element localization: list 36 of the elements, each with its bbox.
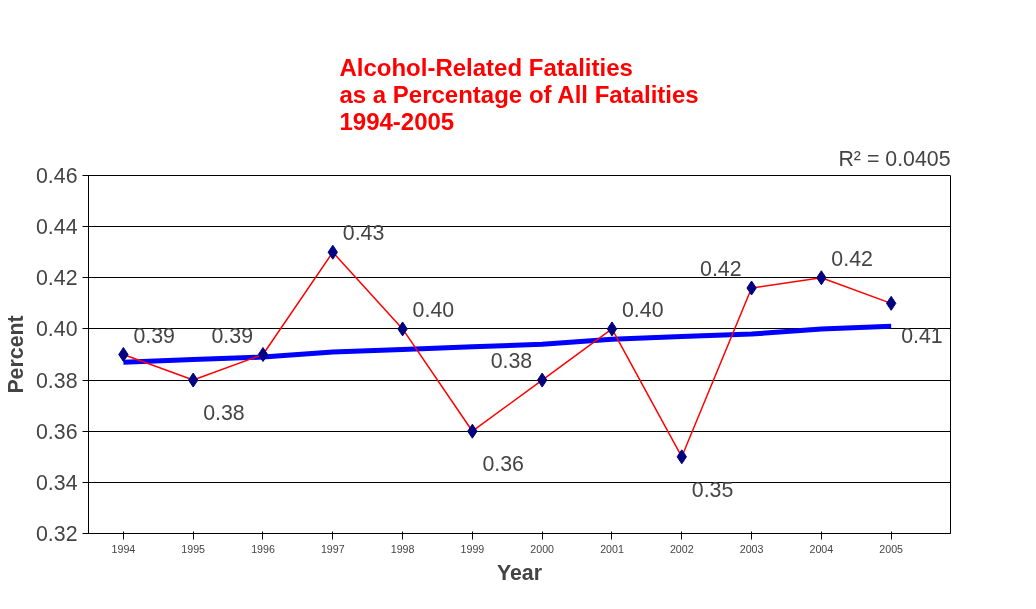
text: R² = 0.0405 <box>838 146 951 171</box>
data-label: 0.39 <box>211 323 253 348</box>
x-tick-label: 1995 <box>181 542 206 555</box>
data-label: 0.42 <box>700 257 742 282</box>
x-tick-label: 1994 <box>111 542 136 555</box>
y-tick-label: 0.32 <box>35 522 78 546</box>
x-tick-label: 2001 <box>600 542 624 555</box>
y-tick-label: 0.40 <box>35 317 78 342</box>
x-tick-label: 1998 <box>390 542 415 555</box>
data-label: 0.43 <box>342 221 385 246</box>
x-tick-label: 1997 <box>320 542 345 555</box>
data-label: 0.35 <box>691 477 734 502</box>
x-tick-label: 1999 <box>460 542 485 555</box>
y-tick-label: 0.46 <box>35 164 78 188</box>
y-tick-label: 0.38 <box>35 368 78 393</box>
x-tick-label: 2000 <box>530 542 555 555</box>
x-tick-label: 2004 <box>809 542 834 555</box>
data-label: 0.40 <box>621 297 664 322</box>
data-label: 0.39 <box>133 323 175 348</box>
x-tick-label: 2003 <box>739 542 764 555</box>
y-tick-label: 0.42 <box>35 266 78 291</box>
x-axis-title: Year <box>496 560 543 585</box>
data-label: 0.42 <box>831 246 873 271</box>
y-tick-label: 0.44 <box>35 215 78 240</box>
y-tick-label: 0.36 <box>35 419 78 444</box>
chart-title: Alcohol-Related Fatalities as a Percentage of All Fatalities 1994-2005 <box>339 53 699 135</box>
data-label: 0.38 <box>490 349 533 374</box>
data-label: 0.41 <box>901 324 943 349</box>
data-label: 0.38 <box>203 401 245 426</box>
x-tick-label: 2005 <box>879 542 904 555</box>
data-label: 0.40 <box>412 297 455 322</box>
x-tick-label: 2002 <box>669 542 694 555</box>
data-label: 0.36 <box>482 452 524 477</box>
x-tick-label: 1996 <box>251 542 275 555</box>
y-tick-label: 0.34 <box>35 470 78 495</box>
y-axis-title: Percent <box>3 315 28 394</box>
